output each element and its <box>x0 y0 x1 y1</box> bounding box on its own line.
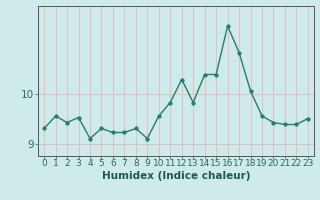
X-axis label: Humidex (Indice chaleur): Humidex (Indice chaleur) <box>102 171 250 181</box>
